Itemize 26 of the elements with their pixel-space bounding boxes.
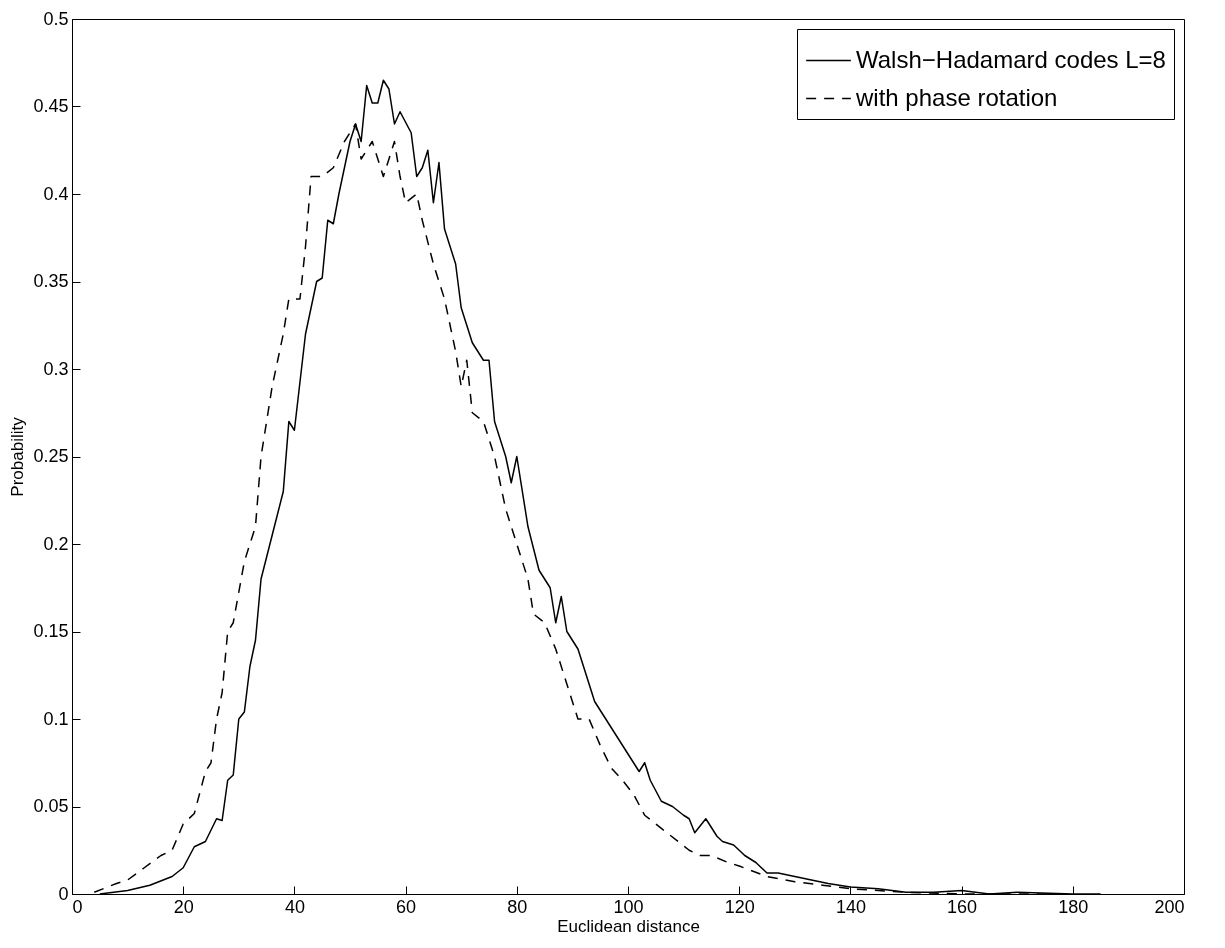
y-tick-label: 0.2 bbox=[43, 533, 69, 554]
x-tick-label: 200 bbox=[1154, 896, 1185, 917]
y-tick-label: 0.45 bbox=[33, 96, 69, 116]
y-tick-label: 0 bbox=[58, 883, 69, 904]
y-axis-title: Probability bbox=[8, 416, 28, 497]
x-tick-label: 60 bbox=[396, 896, 417, 917]
y-tick-label: 0.25 bbox=[33, 446, 69, 466]
x-tick-label: 120 bbox=[724, 896, 755, 917]
x-tick-label: 80 bbox=[507, 896, 528, 917]
y-tick-label: 0.35 bbox=[33, 271, 69, 291]
y-tick-label: 0.1 bbox=[43, 708, 69, 729]
y-tick-label: 0.05 bbox=[33, 796, 69, 816]
x-tick-label: 0 bbox=[72, 896, 83, 917]
x-tick-label: 160 bbox=[947, 896, 978, 917]
x-tick-label: 140 bbox=[835, 896, 866, 917]
x-tick-label: 180 bbox=[1058, 896, 1089, 917]
x-tick-label: 20 bbox=[173, 896, 194, 917]
y-tick-label: 0.4 bbox=[43, 183, 69, 204]
x-tick-label: 100 bbox=[613, 896, 644, 917]
legend-label: with phase rotation bbox=[855, 83, 1058, 111]
y-tick-label: 0.5 bbox=[43, 8, 69, 29]
legend-label: Walsh−Hadamard codes L=8 bbox=[856, 45, 1166, 73]
x-tick-label: 40 bbox=[284, 896, 305, 917]
x-axis-title: Euclidean distance bbox=[557, 916, 700, 936]
y-tick-label: 0.3 bbox=[43, 358, 69, 379]
y-tick-label: 0.15 bbox=[33, 621, 69, 641]
